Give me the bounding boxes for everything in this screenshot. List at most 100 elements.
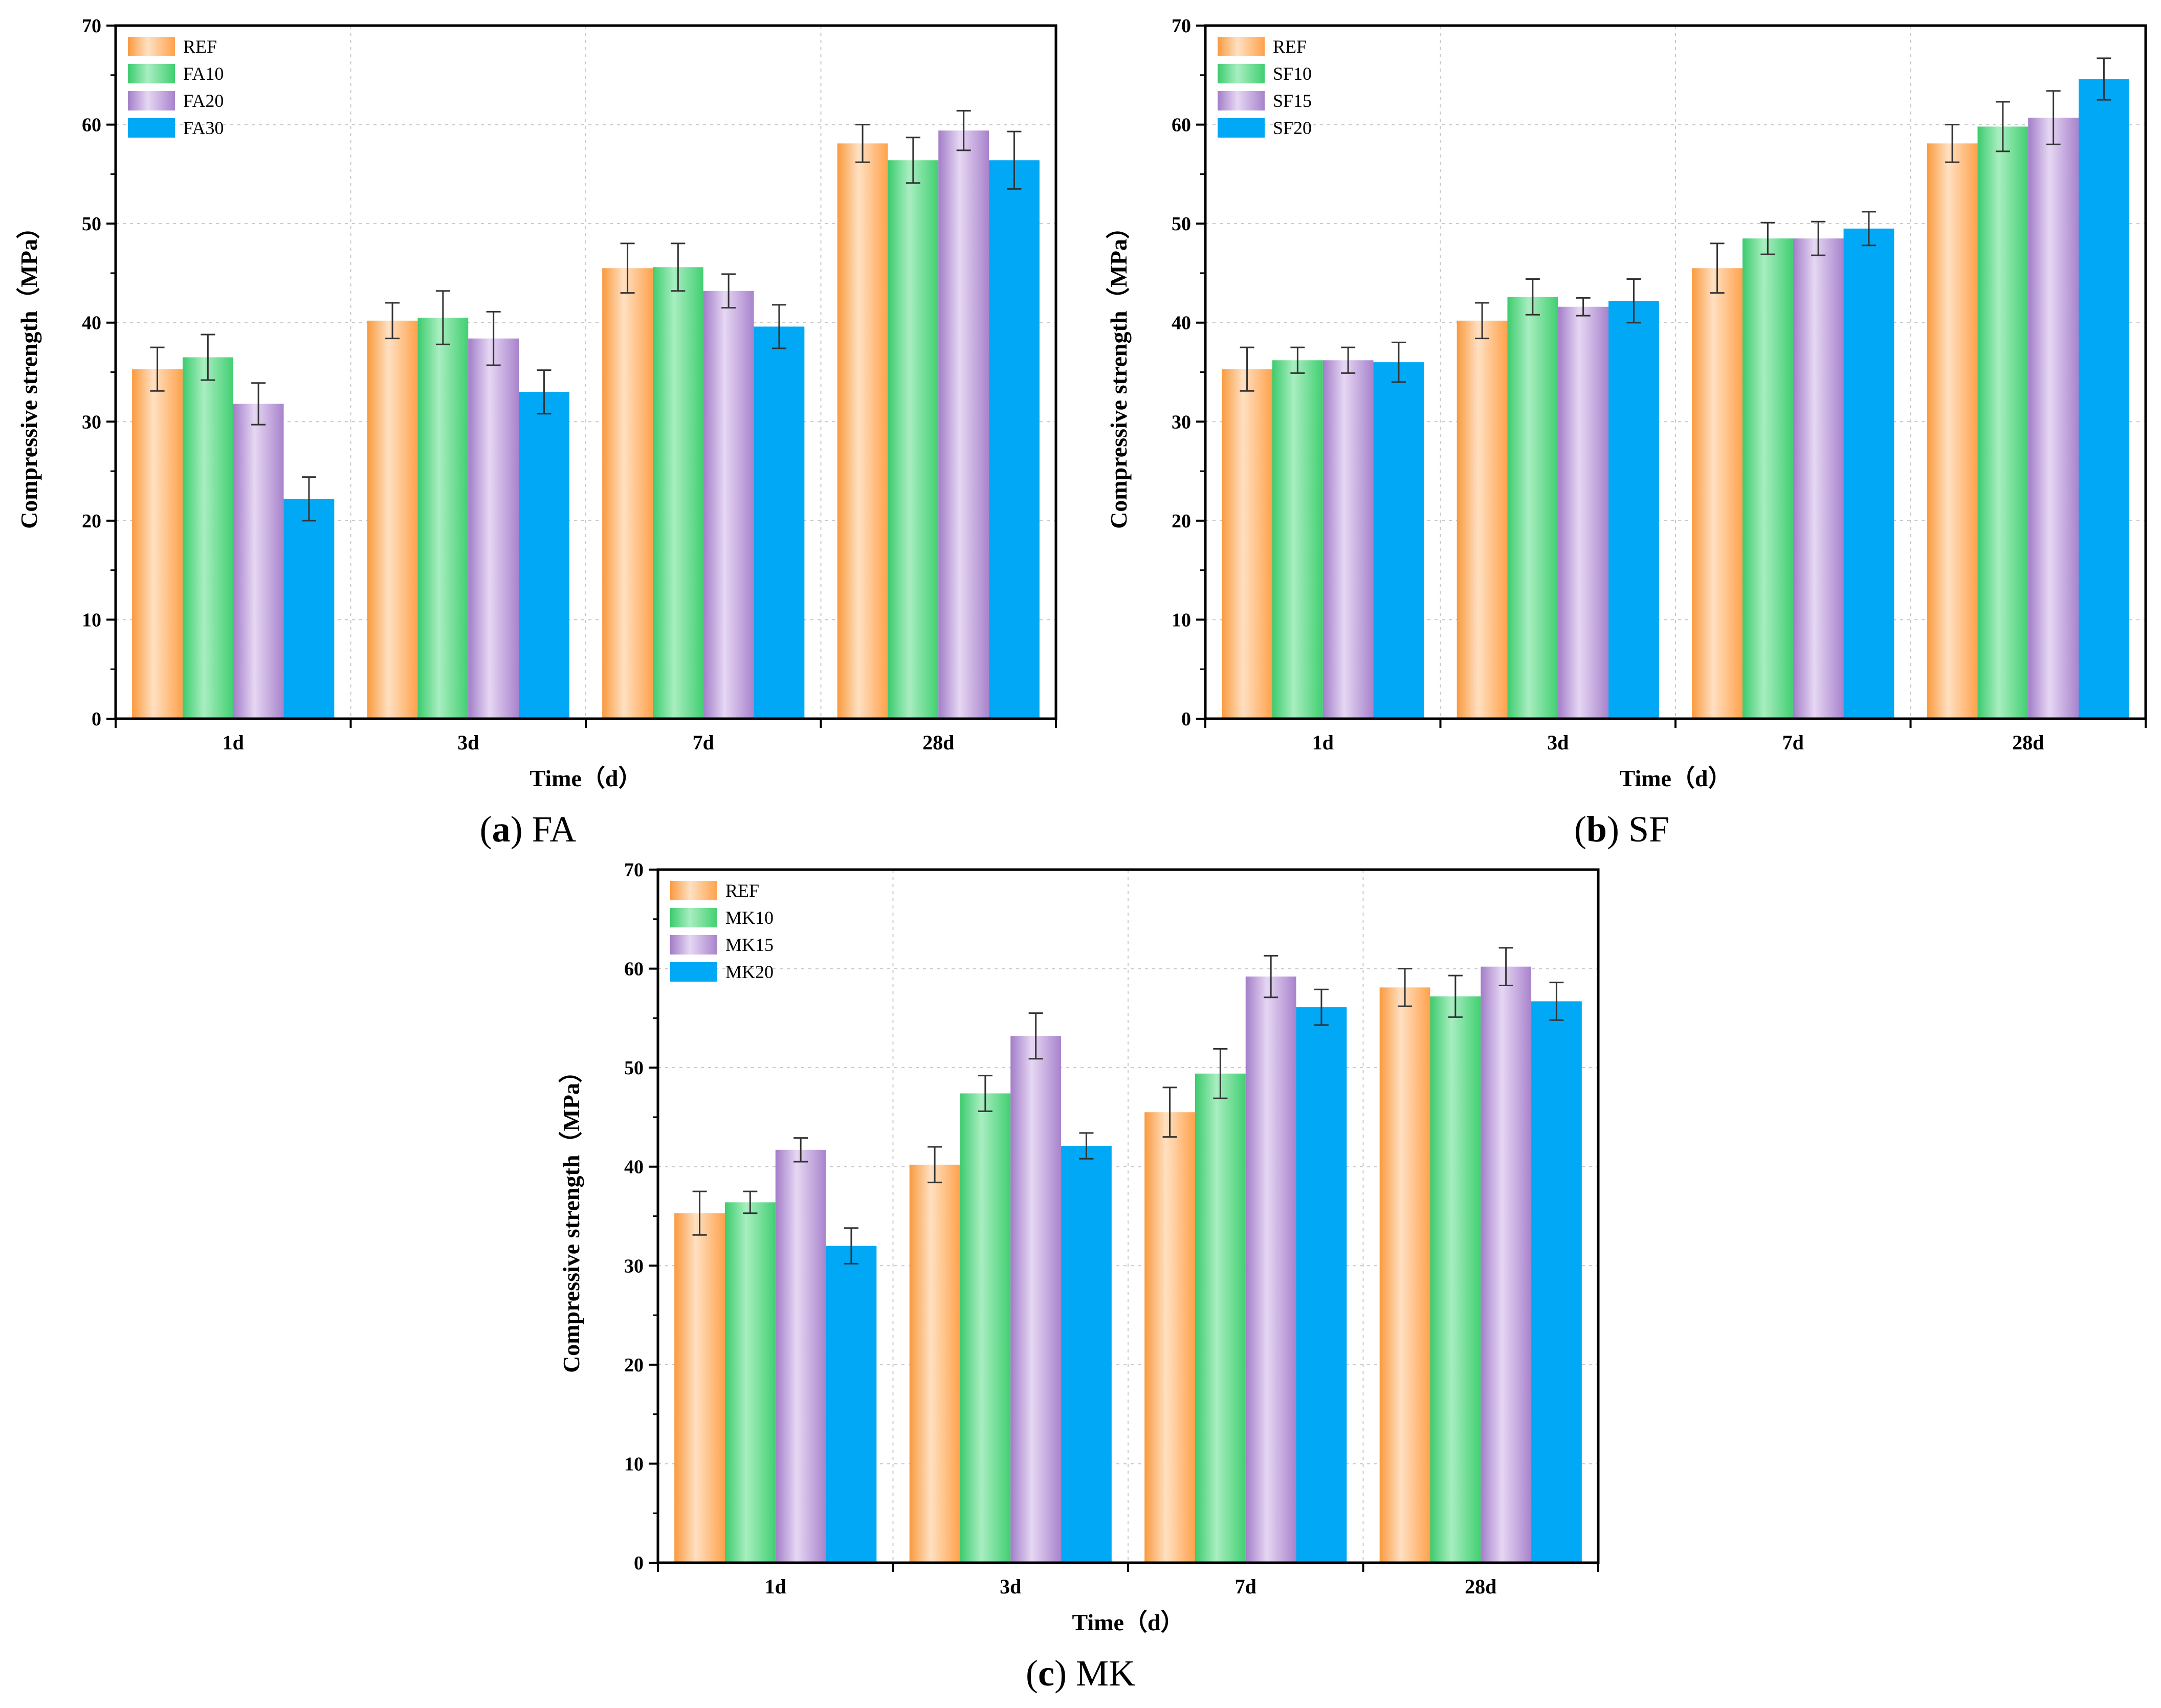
bar-mk20-7d [1296, 1007, 1347, 1563]
y-axis-title: Compressive strength（MPa） [1106, 215, 1132, 529]
bar-sf15-7d [1793, 238, 1844, 719]
legend-swatch-mk15 [670, 935, 717, 955]
y-tick-label: 50 [624, 1057, 644, 1079]
legend-swatch-mk20 [670, 962, 717, 982]
y-tick-label: 20 [82, 511, 101, 532]
caption-c-letter: c [1038, 1653, 1054, 1694]
x-tick-label: 1d [765, 1575, 786, 1598]
bar-sf15-1d [1322, 360, 1374, 719]
bar-sf10-7d [1742, 238, 1793, 719]
bar-ref-28d [837, 143, 888, 719]
bar-mk20-28d [1531, 1001, 1582, 1563]
bar-sf10-28d [1977, 126, 2028, 719]
bar-sf15-3d [1558, 306, 1609, 719]
bar-ref-7d [1144, 1112, 1195, 1563]
bar-mk20-3d [1061, 1146, 1112, 1563]
legend-label-mk20: MK20 [725, 962, 774, 982]
bar-sf20-1d [1373, 362, 1424, 719]
legend-label-mk10: MK10 [725, 907, 774, 928]
bar-mk10-3d [960, 1093, 1011, 1563]
bar-fa10-28d [888, 160, 939, 719]
bar-fa30-28d [989, 160, 1040, 719]
bar-ref-1d [674, 1213, 725, 1563]
legend-swatch-mk10 [670, 908, 717, 927]
y-tick-label: 10 [82, 609, 101, 631]
caption-c: (c) MK [1026, 1653, 1135, 1694]
x-tick-label: 3d [457, 731, 479, 754]
caption-c-text: MK [1076, 1653, 1135, 1694]
legend-swatch-fa20 [128, 91, 175, 110]
y-tick-label: 60 [624, 959, 644, 980]
y-tick-label: 10 [624, 1453, 644, 1475]
bar-fa20-7d [703, 291, 754, 719]
y-tick-label: 70 [1172, 15, 1191, 37]
bar-ref-28d [1927, 143, 1978, 719]
bar-mk15-3d [1010, 1036, 1062, 1563]
caption-b-letter: b [1586, 809, 1607, 850]
y-tick-label: 50 [1172, 213, 1191, 235]
y-axis-title: Compressive strength（MPa） [16, 215, 42, 529]
y-tick-label: 40 [1172, 313, 1191, 334]
bar-ref-28d [1379, 987, 1430, 1563]
legend-label-sf10: SF10 [1273, 63, 1312, 84]
bar-sf15-28d [2028, 118, 2079, 719]
y-tick-label: 20 [624, 1355, 644, 1376]
bar-fa20-3d [468, 338, 519, 719]
x-tick-label: 28d [2012, 731, 2044, 754]
y-tick-label: 0 [634, 1552, 644, 1574]
y-tick-label: 60 [1172, 115, 1191, 136]
legend-swatch-ref [670, 881, 717, 900]
x-tick-label: 28d [1465, 1575, 1496, 1598]
y-tick-label: 70 [624, 859, 644, 881]
bar-mk20-1d [826, 1246, 877, 1563]
x-axis-title: Time（d） [1620, 765, 1732, 791]
bar-fa20-28d [938, 130, 989, 719]
bar-mk10-7d [1195, 1073, 1246, 1563]
legend-swatch-fa10 [128, 64, 175, 83]
x-tick-label: 3d [1547, 731, 1569, 754]
caption-a: (a) FA [480, 809, 577, 850]
caption-a-letter: a [492, 809, 511, 850]
y-tick-label: 10 [1172, 609, 1191, 631]
legend-swatch-sf20 [1218, 118, 1265, 138]
x-tick-label: 1d [223, 731, 244, 754]
caption-b-text: SF [1628, 809, 1669, 850]
bar-sf10-3d [1507, 297, 1558, 719]
y-tick-label: 30 [1172, 411, 1191, 433]
bar-ref-7d [602, 268, 653, 719]
x-tick-label: 7d [1782, 731, 1804, 754]
bar-sf20-3d [1608, 301, 1659, 719]
legend-swatch-sf15 [1218, 91, 1265, 110]
bar-ref-1d [132, 369, 183, 719]
y-tick-label: 50 [82, 213, 101, 235]
y-tick-label: 0 [92, 708, 101, 730]
bar-fa10-7d [652, 267, 703, 719]
bar-ref-3d [367, 320, 418, 719]
legend-label-fa30: FA30 [183, 118, 224, 138]
y-tick-label: 40 [624, 1157, 644, 1178]
x-tick-label: 1d [1312, 731, 1334, 754]
bar-ref-3d [1457, 320, 1508, 719]
y-tick-label: 20 [1172, 511, 1191, 532]
bar-fa30-3d [519, 392, 569, 719]
x-axis-title: Time（d） [530, 765, 642, 791]
legend-label-fa20: FA20 [183, 91, 224, 111]
x-tick-label: 3d [1000, 1575, 1021, 1598]
bar-ref-1d [1222, 369, 1272, 719]
legend-label-fa10: FA10 [183, 63, 224, 84]
bar-mk10-1d [724, 1202, 776, 1563]
bar-sf20-7d [1843, 228, 1894, 719]
y-tick-label: 0 [1181, 708, 1191, 730]
bar-fa20-1d [233, 404, 284, 719]
legend-swatch-fa30 [128, 118, 175, 138]
y-tick-label: 60 [82, 115, 101, 136]
bar-fa30-1d [283, 499, 335, 719]
bar-mk10-28d [1430, 996, 1481, 1563]
bar-mk15-1d [775, 1149, 826, 1563]
legend-label-ref: REF [183, 36, 217, 57]
y-tick-label: 30 [82, 411, 101, 433]
legend-label-ref: REF [725, 880, 759, 901]
legend-label-sf20: SF20 [1273, 118, 1312, 138]
y-tick-label: 70 [82, 15, 101, 37]
